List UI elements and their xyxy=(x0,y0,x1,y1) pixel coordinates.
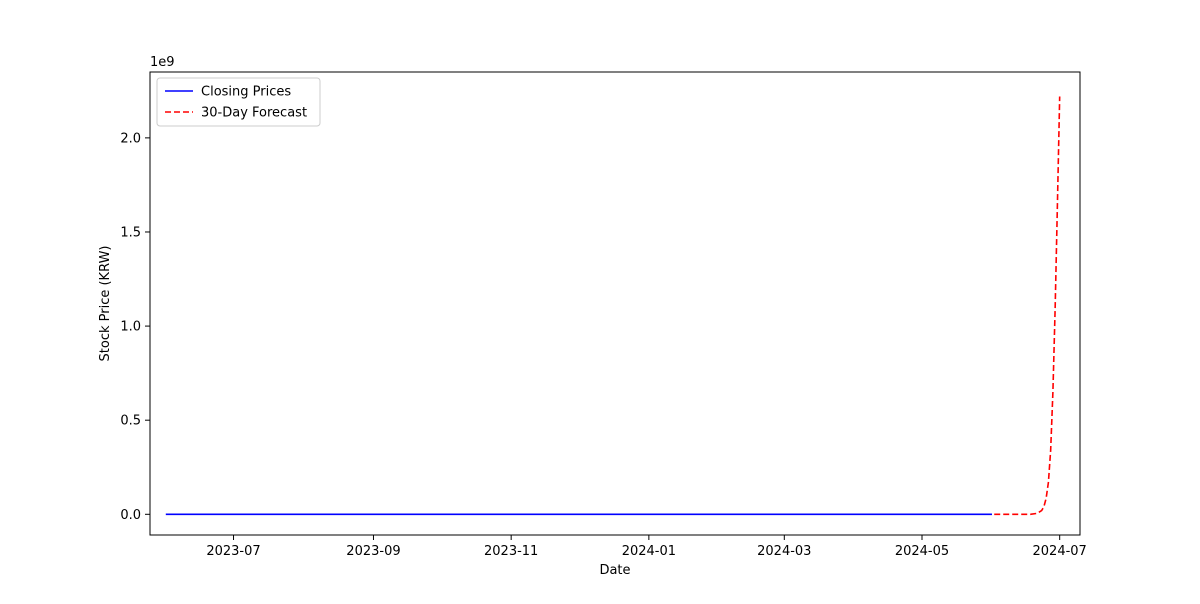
y-tick-label: 2.0 xyxy=(120,131,141,146)
y-tick-label: 0.5 xyxy=(120,414,141,429)
x-tick-label: 2023-09 xyxy=(346,544,400,559)
plot-area xyxy=(165,96,1061,516)
series-line-forecast xyxy=(994,96,1061,516)
legend-box xyxy=(156,77,321,127)
legend: Closing Prices 30-Day Forecast xyxy=(156,77,321,127)
y-axis: 0.0 0.5 1.0 1.5 2.0 xyxy=(120,131,150,523)
x-tick-label: 2024-03 xyxy=(757,544,811,559)
y-tick-label: 0.0 xyxy=(120,508,141,523)
legend-label: Closing Prices xyxy=(201,85,291,100)
axes-frame xyxy=(149,71,1081,536)
x-tick-label: 2024-07 xyxy=(1033,544,1087,559)
x-tick-label: 2024-05 xyxy=(895,544,949,559)
legend-label: 30-Day Forecast xyxy=(201,106,307,121)
x-tick-label: 2023-07 xyxy=(206,544,260,559)
x-axis: 2023-07 2023-09 2023-11 2024-01 2024-03 2024-… xyxy=(206,535,1087,559)
x-tick-label: 2023-11 xyxy=(484,544,538,559)
x-axis-label: Date xyxy=(599,563,630,578)
y-offset-label: 1e9 xyxy=(150,55,175,70)
y-tick-label: 1.0 xyxy=(120,320,141,335)
y-tick-label: 1.5 xyxy=(120,225,141,240)
x-tick-label: 2024-01 xyxy=(622,544,676,559)
y-axis-label: Stock Price (KRW) xyxy=(98,246,113,362)
